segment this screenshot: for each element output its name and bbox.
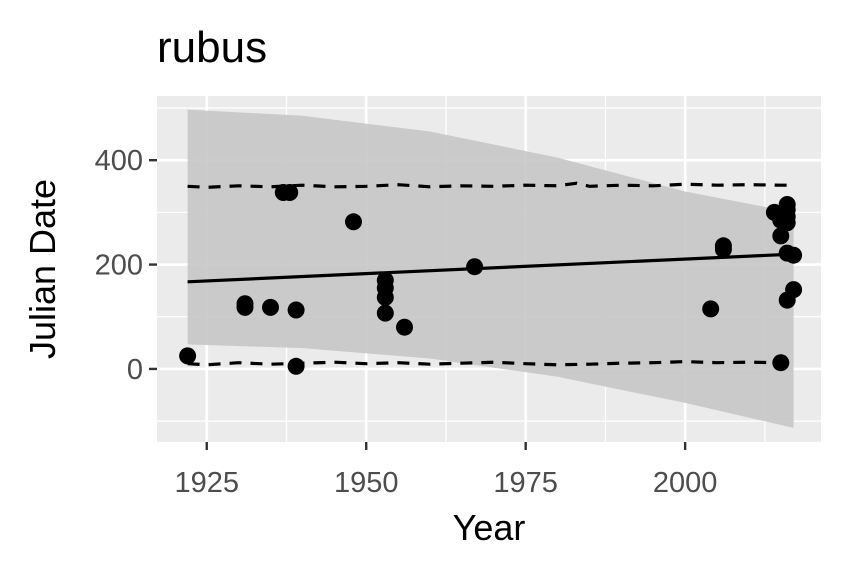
- upper-quantile-line: [187, 181, 794, 189]
- data-point: [376, 288, 394, 306]
- lower-quantile-line: [187, 359, 794, 367]
- chart-title: rubus: [157, 23, 267, 72]
- data-point: [287, 301, 305, 319]
- data-point: [466, 258, 484, 276]
- data-point: [785, 246, 803, 264]
- data-point: [396, 318, 413, 336]
- data-point: [702, 300, 720, 318]
- data-point: [376, 304, 394, 322]
- regression-line: [187, 252, 794, 284]
- data-point: [778, 214, 796, 232]
- x-tick-label: 1975: [493, 467, 558, 499]
- data-point: [772, 354, 790, 372]
- data-point: [262, 298, 279, 316]
- x-tick-label: 1950: [334, 467, 399, 499]
- data-point: [236, 295, 254, 313]
- data-point: [785, 281, 803, 299]
- y-tick-label: 0: [127, 354, 143, 386]
- y-tick-label: 400: [95, 145, 143, 177]
- data-point: [281, 184, 299, 201]
- data-points: [179, 184, 803, 375]
- data-point: [287, 357, 305, 375]
- x-axis-title: Year: [453, 507, 526, 548]
- y-axis-title: Julian Date: [22, 179, 63, 359]
- x-tick-label: 1925: [174, 467, 239, 499]
- data-point: [179, 347, 197, 365]
- data-point: [772, 227, 790, 245]
- x-tick-label: 2000: [653, 467, 718, 499]
- y-axis-ticks: 0 200 400: [95, 145, 157, 386]
- data-point: [714, 240, 732, 258]
- data-point: [345, 213, 362, 231]
- x-axis-ticks: 1925 1950 1975 2000: [174, 442, 717, 499]
- y-tick-label: 200: [95, 250, 143, 282]
